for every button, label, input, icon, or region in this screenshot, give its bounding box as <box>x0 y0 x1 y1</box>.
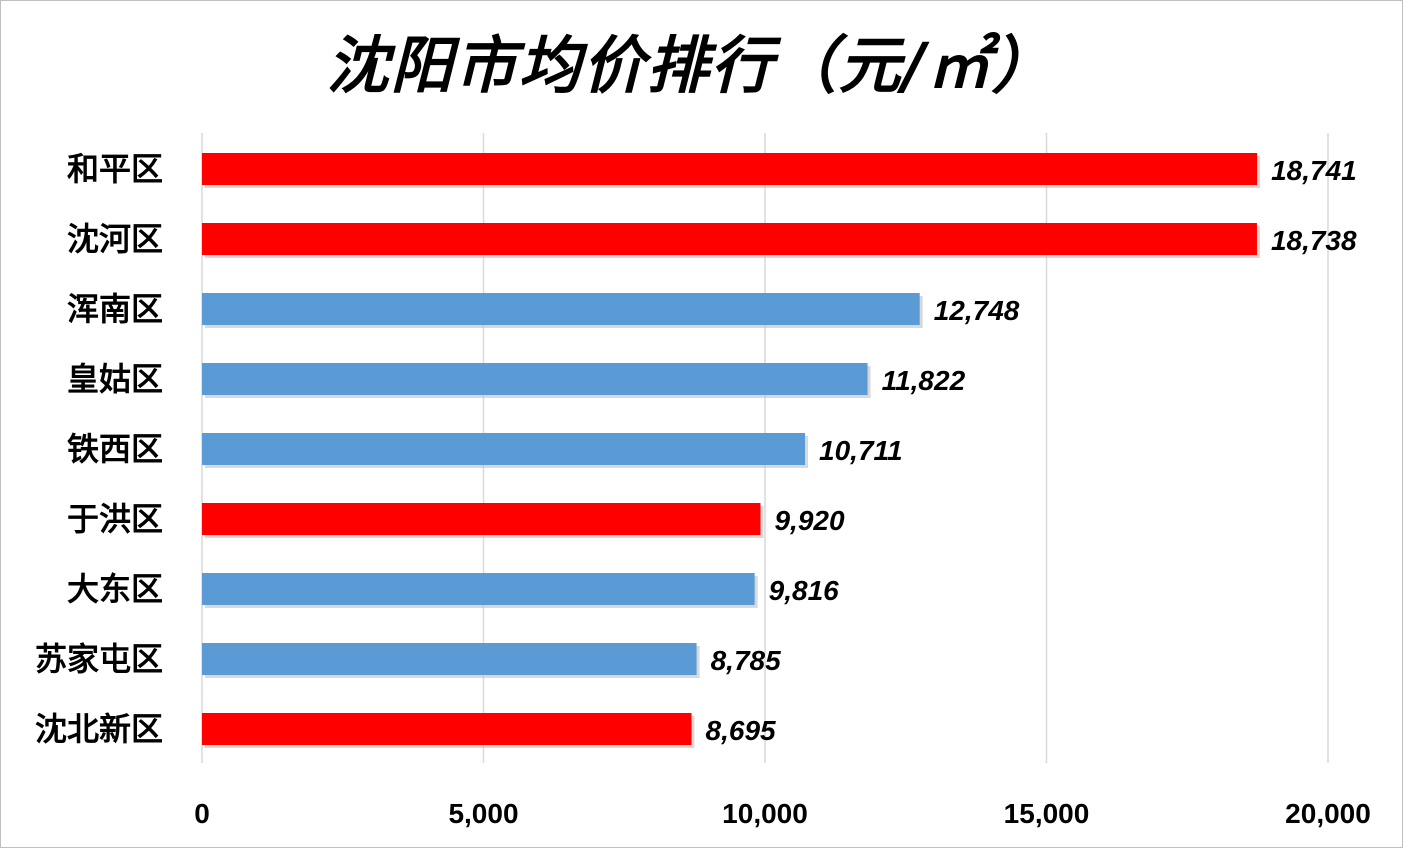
bar <box>202 223 1257 255</box>
x-axis-tick-labels: 0 5,000 10,000 15,000 20,000 <box>194 798 1371 829</box>
category-label: 沈河区 <box>67 220 163 258</box>
value-label: 9,920 <box>774 505 844 536</box>
bar <box>202 573 755 605</box>
x-tick-label: 10,000 <box>722 798 808 829</box>
category-label: 沈北新区 <box>35 710 163 748</box>
bar <box>202 433 806 465</box>
category-label: 于洪区 <box>67 500 163 538</box>
value-label: 9,816 <box>769 575 839 606</box>
category-label: 苏家屯区 <box>35 640 163 678</box>
x-tick-label: 5,000 <box>448 798 518 829</box>
bar <box>202 153 1258 185</box>
category-label: 大东区 <box>67 570 163 608</box>
value-label: 18,741 <box>1271 155 1357 186</box>
bar <box>202 363 868 395</box>
x-tick-label: 20,000 <box>1285 798 1371 829</box>
value-label: 8,785 <box>711 645 781 676</box>
chart-title: 沈阳市均价排行（元/㎡） <box>326 29 1056 102</box>
value-label: 11,822 <box>882 365 966 396</box>
x-tick-label: 15,000 <box>1004 798 1090 829</box>
category-label: 和平区 <box>67 150 163 188</box>
category-label: 皇姑区 <box>67 360 163 398</box>
category-label: 浑南区 <box>67 290 163 328</box>
x-tick-label: 0 <box>194 798 210 829</box>
value-label: 18,738 <box>1271 225 1357 256</box>
bar <box>202 713 692 745</box>
value-labels: 18,741 18,738 12,748 11,822 10,711 9,920 9,816… <box>706 155 1357 746</box>
category-label: 铁西区 <box>67 430 163 468</box>
bar <box>202 503 761 535</box>
value-label: 10,711 <box>819 435 903 466</box>
bars <box>202 153 1261 748</box>
value-label: 12,748 <box>934 295 1020 326</box>
value-label: 8,695 <box>706 715 776 746</box>
bar <box>202 643 697 675</box>
bar <box>202 293 920 325</box>
